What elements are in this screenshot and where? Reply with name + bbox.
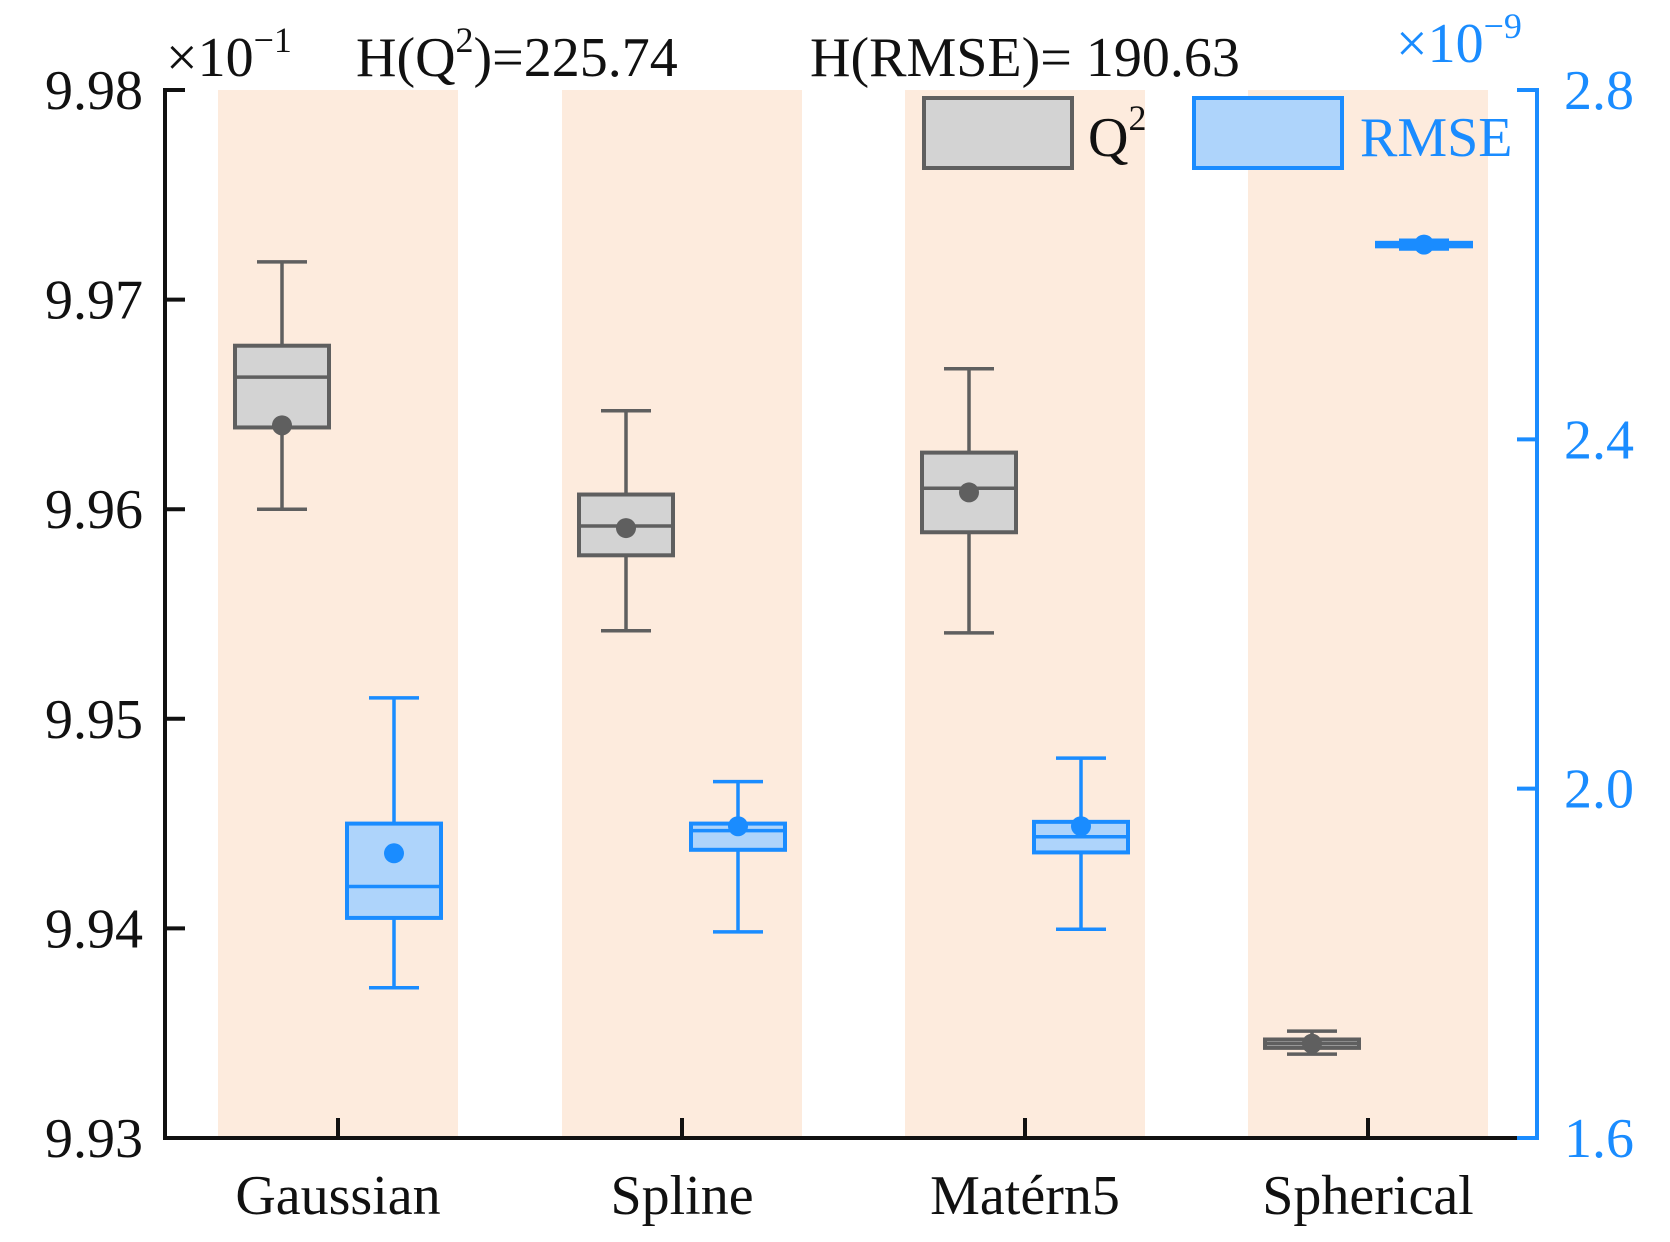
right-tick-label: 2.0 <box>1564 759 1634 821</box>
q2-mean-dot <box>616 518 636 539</box>
rmse-box-0 <box>345 696 443 990</box>
right-axis-multiplier: ×10−9 <box>1396 6 1522 75</box>
category-band-3 <box>1248 90 1488 1138</box>
category-band-1 <box>562 90 802 1138</box>
rmse-mean-dot <box>384 843 404 864</box>
rmse-iqr-box <box>345 821 443 920</box>
q2-mean-dot <box>959 482 979 503</box>
category-label: Gaussian <box>235 1165 440 1227</box>
left-tick-label: 9.98 <box>45 60 143 122</box>
rmse-box-3 <box>1375 234 1473 255</box>
legend-rmse-label: RMSE <box>1360 107 1513 169</box>
q2-box-2 <box>920 367 1018 635</box>
category-label: Spline <box>610 1165 753 1227</box>
chart-header: ×10−1 H(Q2)=225.74 H(RMSE)= 190.63 ×10−9 <box>166 6 1522 89</box>
legend: Q2 RMSE <box>922 96 1513 170</box>
right-tick-label: 1.6 <box>1564 1108 1634 1170</box>
rmse-mean-dot <box>1071 816 1091 837</box>
box-plot-marks <box>233 234 1473 1056</box>
category-bands <box>218 90 1488 1138</box>
right-tick-label: 2.8 <box>1564 60 1634 122</box>
q2-iqr-box <box>233 343 331 430</box>
left-tick-label: 9.93 <box>45 1108 143 1170</box>
q2-box-0 <box>233 260 331 511</box>
q2-mean-dot <box>272 415 292 436</box>
category-label: Spherical <box>1262 1165 1473 1227</box>
q2-box-1 <box>577 408 675 633</box>
rmse-mean-dot <box>1414 234 1434 255</box>
axis-ticks: 9.93 9.94 9.95 9.96 9.97 9.98 1.6 2.0 2.4 2.8 Gaus… <box>45 60 1634 1227</box>
left-tick-label: 9.97 <box>45 270 143 332</box>
left-tick-label: 9.96 <box>45 479 143 541</box>
right-tick-label: 2.4 <box>1564 409 1634 471</box>
category-band-0 <box>218 90 458 1138</box>
left-axis-multiplier: ×10−1 <box>166 20 292 89</box>
axes <box>163 88 1539 1140</box>
legend-q2-swatch <box>922 96 1074 170</box>
rmse-mean-dot <box>728 816 748 837</box>
rmse-box-1 <box>689 779 787 934</box>
legend-rmse-swatch <box>1192 96 1344 170</box>
rmse-box-2 <box>1032 756 1130 932</box>
q2-box-3 <box>1263 1029 1361 1056</box>
legend-q2-label: Q2 <box>1088 98 1146 169</box>
left-tick-label: 9.95 <box>45 689 143 751</box>
q2-statistic: H(Q2)=225.74 <box>356 20 678 89</box>
left-tick-label: 9.94 <box>45 898 143 960</box>
rmse-statistic: H(RMSE)= 190.63 <box>810 27 1240 89</box>
category-label: Matérn5 <box>930 1165 1120 1227</box>
category-band-2 <box>905 90 1145 1138</box>
q2-mean-dot <box>1302 1033 1322 1054</box>
